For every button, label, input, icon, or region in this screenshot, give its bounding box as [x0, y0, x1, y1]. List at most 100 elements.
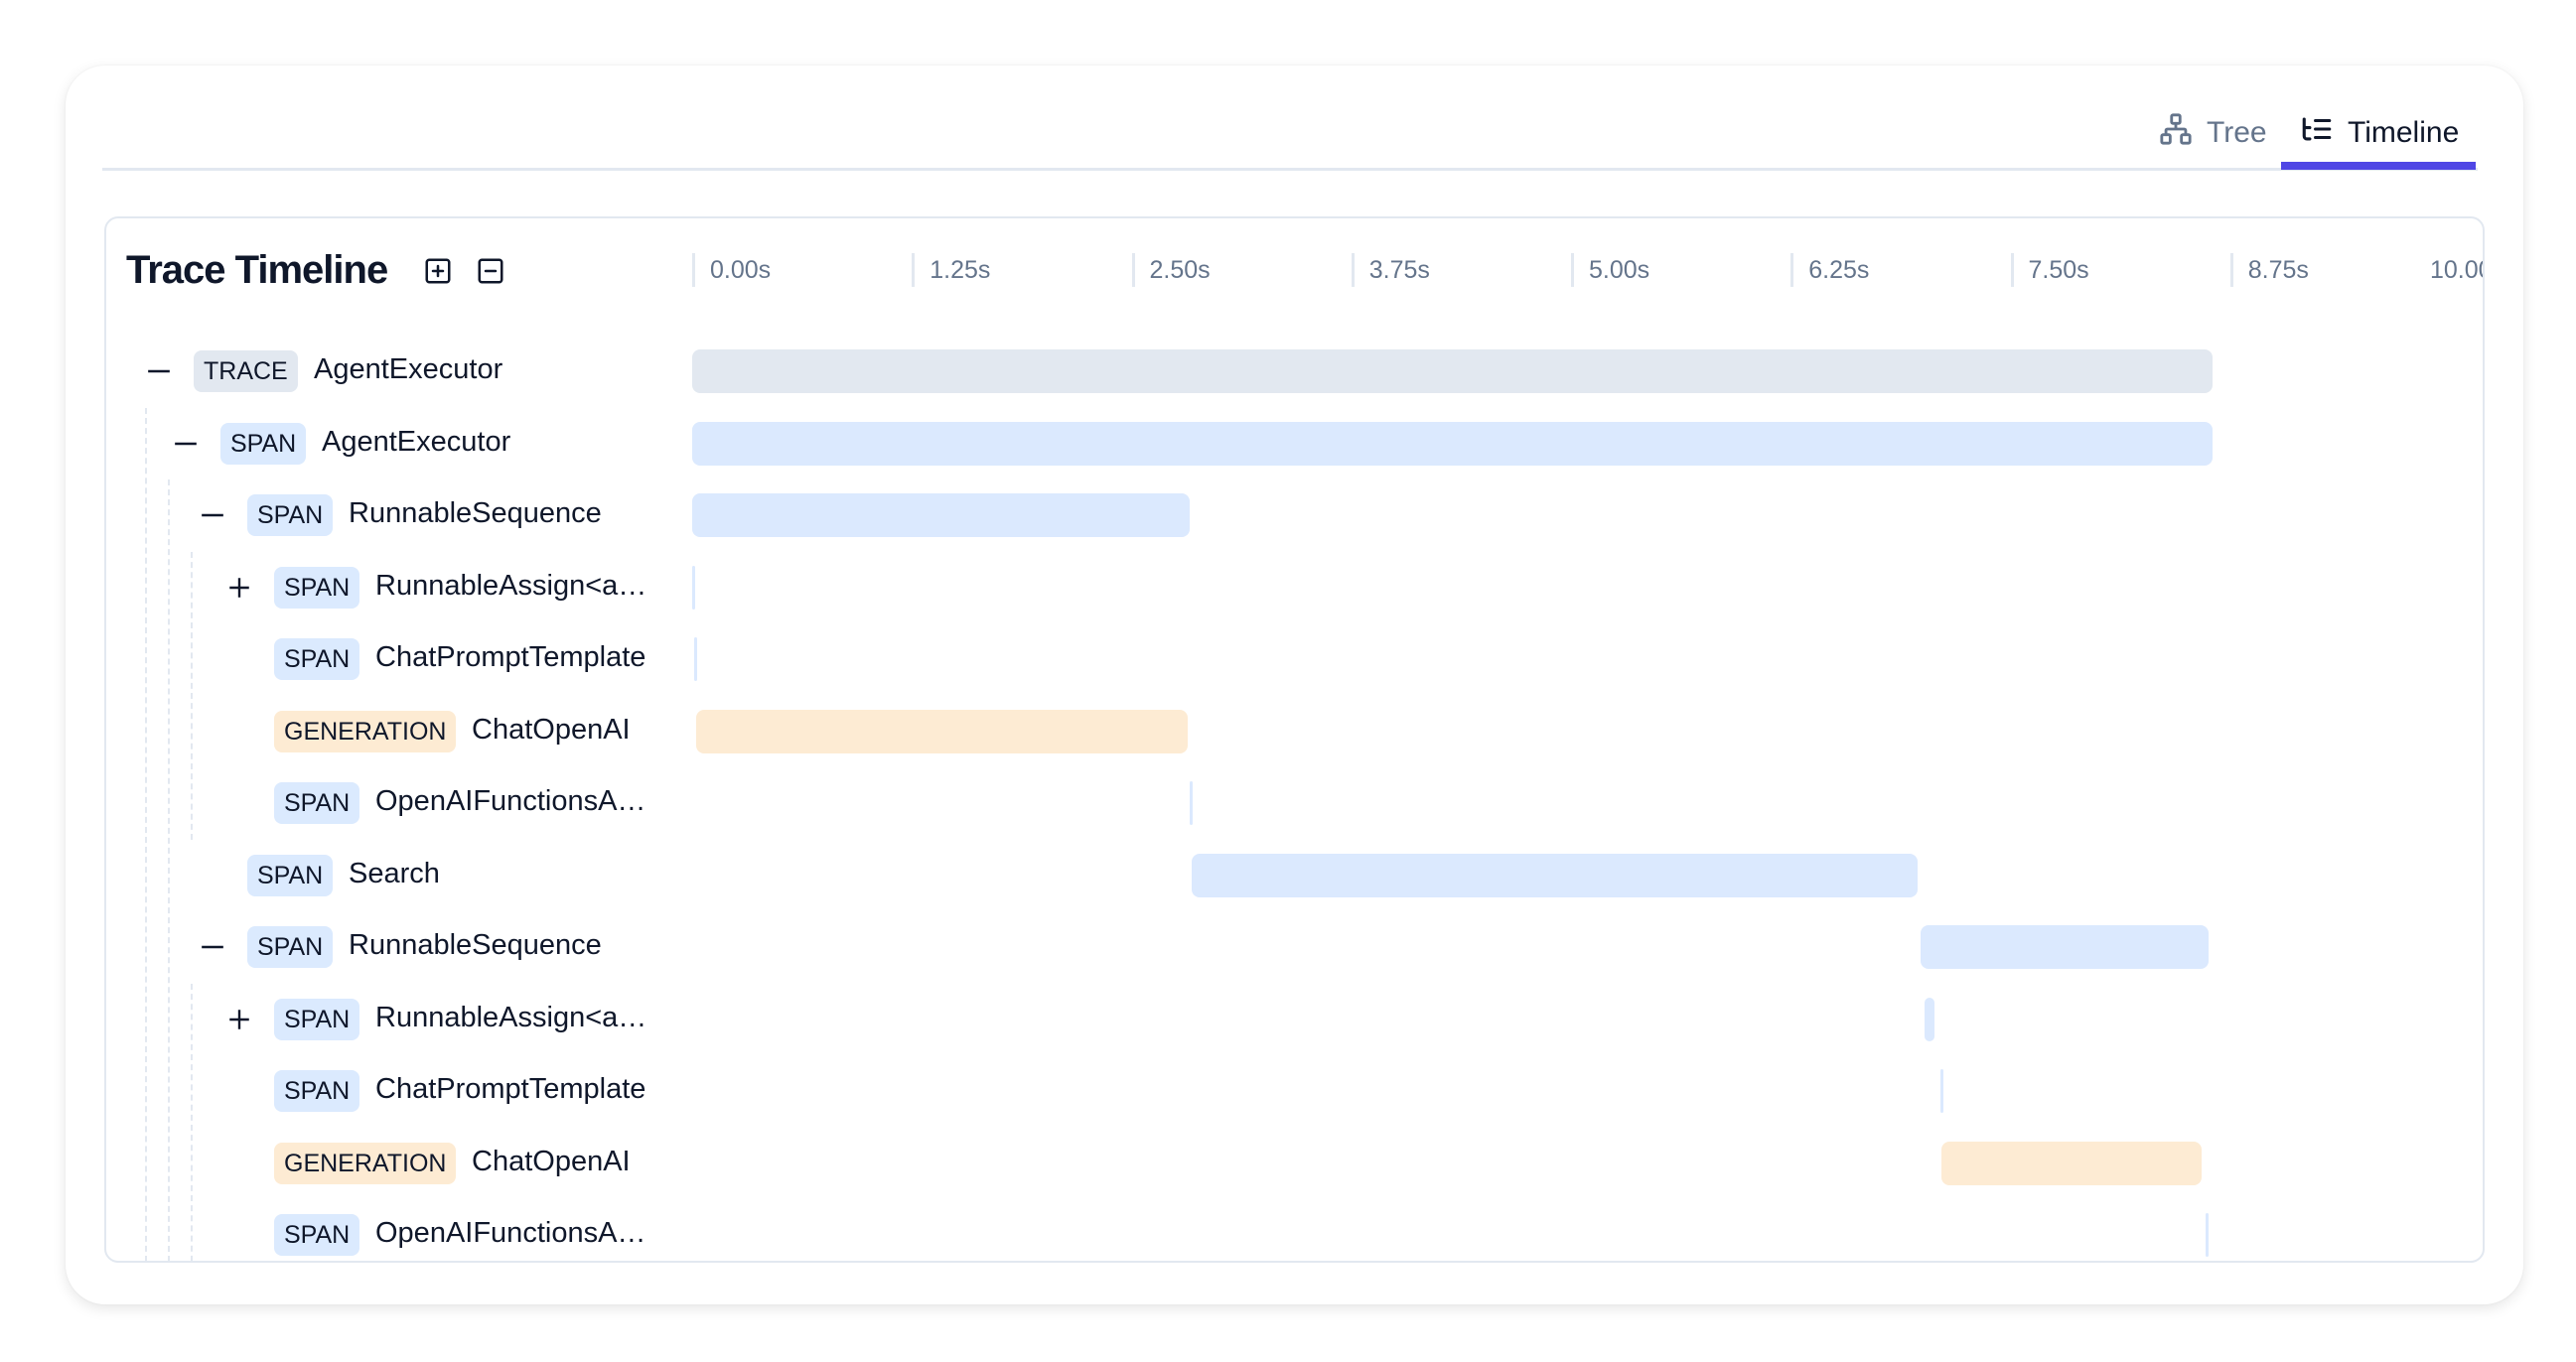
timeline-bar[interactable] [692, 493, 1190, 537]
type-badge: SPAN [274, 1214, 360, 1256]
axis-tick-label: 0.00s [710, 256, 772, 284]
axis-tick [1790, 253, 1794, 287]
span-row[interactable]: SPAN RunnableAssign<a… [106, 984, 2483, 1055]
type-badge: SPAN [274, 566, 360, 609]
tab-tree[interactable]: Tree [2159, 111, 2267, 155]
timeline-icon [2300, 112, 2334, 154]
timeline-bar[interactable] [695, 709, 1189, 753]
type-badge: TRACE [194, 350, 298, 392]
span-row[interactable]: SPAN OpenAIFunctionsA… [106, 1199, 2483, 1261]
axis-tick-label: 2.50s [1149, 256, 1211, 284]
minus-icon [202, 513, 223, 517]
timeline-bar[interactable] [1189, 781, 1193, 825]
span-name[interactable]: RunnableAssign<a… [375, 1001, 647, 1033]
span-name[interactable]: AgentExecutor [322, 425, 511, 458]
span-name[interactable]: ChatPromptTemplate [375, 1073, 646, 1105]
type-badge: SPAN [274, 1070, 360, 1112]
timeline-bar[interactable] [1941, 1141, 2203, 1185]
axis-tick-label: 10.00s [2430, 256, 2483, 284]
axis-tick [2229, 253, 2233, 287]
type-badge: SPAN [247, 494, 334, 536]
span-name[interactable]: RunnableAssign<a… [375, 569, 647, 602]
span-row[interactable]: SPAN OpenAIFunctionsA… [106, 767, 2483, 839]
span-row[interactable]: SPAN RunnableSequence [106, 911, 2483, 983]
minus-icon [148, 369, 170, 373]
span-row[interactable]: SPAN RunnableSequence [106, 479, 2483, 551]
span-row[interactable]: TRACE AgentExecutor [106, 336, 2483, 407]
span-row[interactable]: SPAN Search [106, 840, 2483, 911]
tab-timeline[interactable]: Timeline [2300, 111, 2459, 155]
tab-timeline-label: Timeline [2348, 116, 2460, 149]
tree-guide-line [145, 407, 147, 1261]
axis-tick-label: 8.75s [2247, 256, 2309, 284]
type-badge: SPAN [247, 854, 334, 896]
axis-tick-label: 3.75s [1368, 256, 1430, 284]
span-name[interactable]: RunnableSequence [349, 497, 602, 529]
plus-icon [229, 1009, 249, 1029]
span-row[interactable]: GENERATION ChatOpenAI [106, 696, 2483, 767]
expand-button[interactable] [226, 575, 252, 601]
span-row[interactable]: SPAN ChatPromptTemplate [106, 623, 2483, 695]
collapse-button[interactable] [200, 934, 225, 960]
span-row[interactable]: GENERATION ChatOpenAI [106, 1128, 2483, 1199]
type-badge: SPAN [247, 926, 334, 968]
timeline-panel: Trace Timeline 0.00s 1.25s 2.50s 3.75s 5.00s… [104, 216, 2485, 1263]
active-tab-indicator [2281, 162, 2476, 170]
span-name[interactable]: RunnableSequence [349, 929, 602, 961]
timeline-bar[interactable] [1191, 853, 1918, 897]
tree-guide-line [168, 479, 170, 1261]
collapse-button[interactable] [146, 358, 172, 384]
type-badge: SPAN [274, 638, 360, 680]
span-name[interactable]: Search [349, 857, 440, 889]
plus-square-icon [425, 258, 451, 284]
timeline-bar[interactable] [693, 637, 697, 681]
collapse-button[interactable] [173, 431, 199, 457]
span-name[interactable]: ChatPromptTemplate [375, 641, 646, 673]
minus-icon [202, 945, 223, 949]
type-badge: SPAN [274, 998, 360, 1040]
timeline-bar[interactable] [1924, 997, 1935, 1041]
minus-icon [175, 442, 197, 445]
axis-tick [1571, 253, 1574, 287]
axis-tick [2010, 253, 2014, 287]
tree-guide-line [191, 551, 193, 840]
timeline-bar[interactable] [692, 349, 2214, 393]
type-badge: GENERATION [274, 710, 457, 752]
timeline-bar[interactable] [1939, 1069, 1943, 1113]
span-name[interactable]: OpenAIFunctionsA… [375, 785, 646, 817]
tree-guide-line [191, 983, 193, 1261]
span-row[interactable]: SPAN AgentExecutor [106, 408, 2483, 479]
span-name[interactable]: AgentExecutor [314, 353, 503, 385]
span-name[interactable]: ChatOpenAI [472, 1145, 631, 1177]
page-title: Trace Timeline [126, 248, 388, 292]
minus-square-icon [478, 258, 503, 284]
axis-tick [692, 253, 695, 287]
span-row[interactable]: SPAN RunnableAssign<a… [106, 552, 2483, 623]
timeline-bar[interactable] [1921, 925, 2210, 969]
tabs-divider [102, 168, 2478, 171]
type-badge: SPAN [274, 782, 360, 824]
span-row[interactable]: SPAN ChatPromptTemplate [106, 1055, 2483, 1127]
trace-card [66, 66, 2523, 1304]
axis-tick-label: 5.00s [1589, 256, 1650, 284]
type-badge: GENERATION [274, 1142, 457, 1184]
axis-tick [912, 253, 916, 287]
tab-tree-label: Tree [2207, 116, 2267, 149]
type-badge: SPAN [220, 422, 307, 465]
expand-button[interactable] [226, 1007, 252, 1032]
tree-icon [2159, 112, 2193, 154]
plus-icon [229, 577, 249, 598]
collapse-all-button[interactable] [476, 256, 505, 286]
axis-tick-label: 1.25s [930, 256, 991, 284]
axis-tick-label: 6.25s [1808, 256, 1870, 284]
span-name[interactable]: OpenAIFunctionsA… [375, 1217, 646, 1249]
timeline-bar[interactable] [692, 421, 2214, 466]
axis-tick-label: 7.50s [2028, 256, 2089, 284]
span-name[interactable]: ChatOpenAI [472, 713, 631, 746]
timeline-bar[interactable] [692, 565, 695, 610]
expand-all-button[interactable] [423, 256, 453, 286]
axis-tick [1131, 253, 1135, 287]
collapse-button[interactable] [200, 502, 225, 528]
axis-tick [1351, 253, 1355, 287]
timeline-bar[interactable] [2205, 1213, 2209, 1257]
